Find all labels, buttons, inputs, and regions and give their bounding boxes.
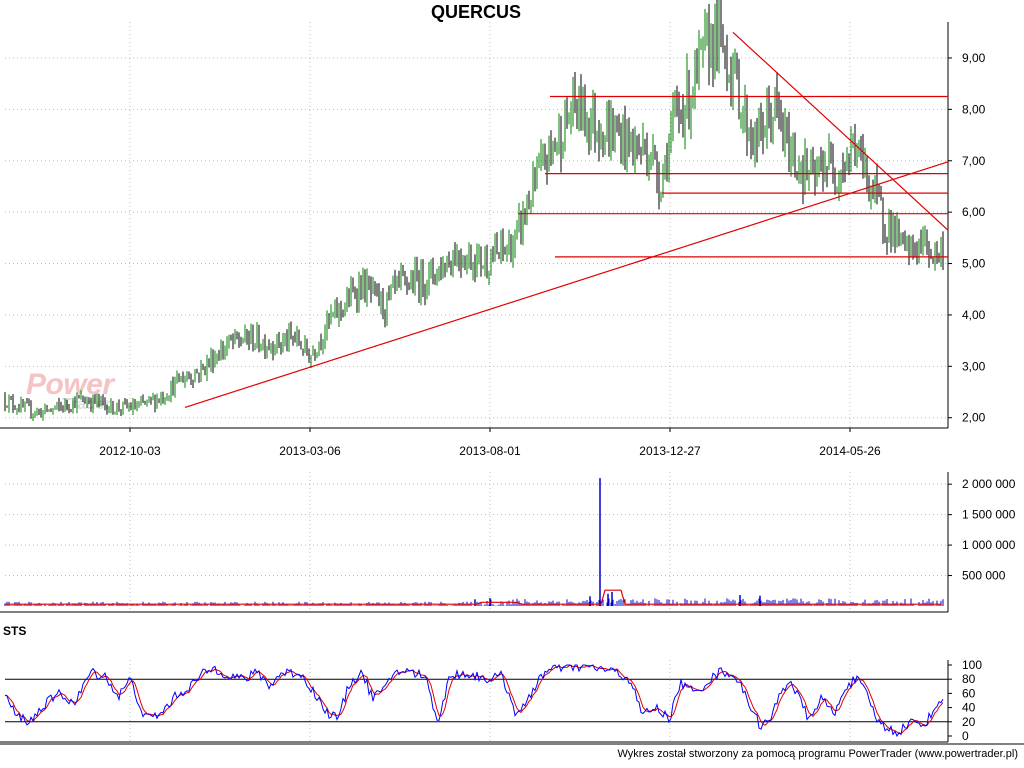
sts-y-label-0: 0 <box>962 729 969 743</box>
sts-y-label-2: 40 <box>962 701 976 715</box>
sts-k-line <box>4 663 944 738</box>
price-y-label-0: 2,00 <box>962 411 986 425</box>
x-tick-label-2: 2013-08-01 <box>459 444 521 458</box>
price-y-label-6: 8,00 <box>962 102 986 116</box>
x-tick-label-3: 2013-12-27 <box>639 444 701 458</box>
trendline-1 <box>732 31 949 231</box>
vol-y-label-0: 500 000 <box>962 569 1006 583</box>
x-tick-label-0: 2012-10-03 <box>99 444 161 458</box>
sts-y-label-4: 80 <box>962 672 976 686</box>
footer-credit: Wykres został stworzony za pomocą progra… <box>617 748 1018 760</box>
trendline-0 <box>184 161 949 409</box>
volume-average-line <box>5 589 941 605</box>
price-y-label-1: 3,00 <box>962 359 986 373</box>
vol-y-label-1: 1 000 000 <box>962 538 1016 552</box>
chart-title: QUERCUS <box>430 2 521 22</box>
vol-y-label-2: 1 500 000 <box>962 508 1016 522</box>
sts-y-label-3: 60 <box>962 686 976 700</box>
x-tick-label-4: 2014-05-26 <box>819 444 881 458</box>
sts-y-label-1: 20 <box>962 715 976 729</box>
price-y-label-2: 4,00 <box>962 308 986 322</box>
volume-bars <box>4 598 944 606</box>
vol-y-label-3: 2 000 000 <box>962 477 1016 491</box>
price-candles <box>4 0 944 421</box>
sts-label: STS <box>3 624 27 638</box>
price-y-label-3: 5,00 <box>962 257 986 271</box>
x-tick-label-1: 2013-03-06 <box>279 444 341 458</box>
price-y-label-4: 6,00 <box>962 205 986 219</box>
price-y-label-5: 7,00 <box>962 154 986 168</box>
price-y-label-7: 9,00 <box>962 51 986 65</box>
sts-y-label-5: 100 <box>962 658 982 672</box>
